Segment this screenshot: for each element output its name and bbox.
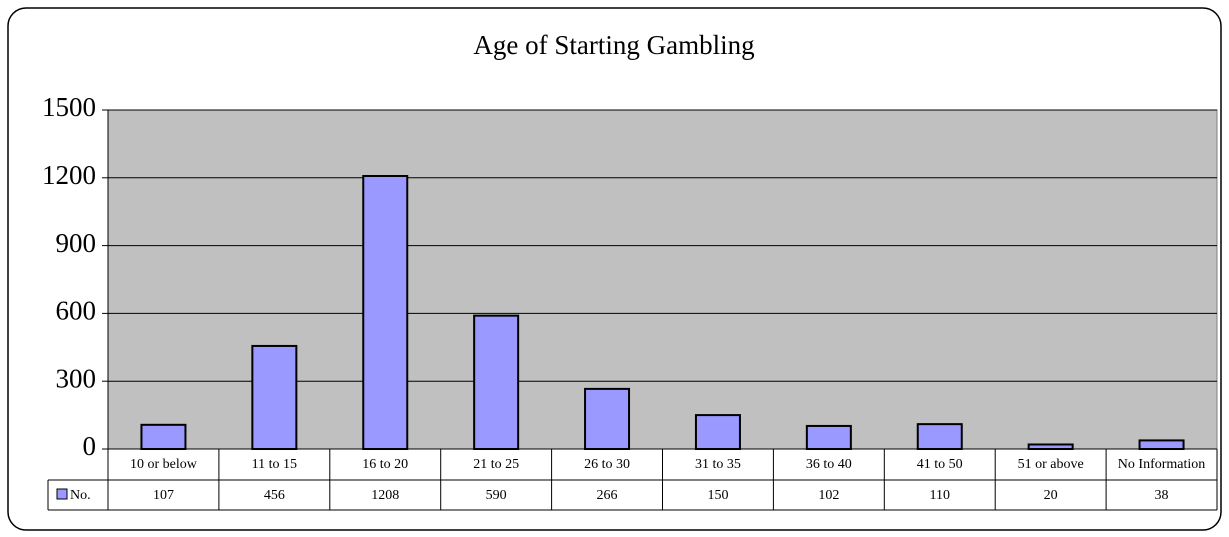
table-value: 266 — [597, 488, 618, 503]
bar — [473, 314, 520, 450]
bar — [805, 424, 852, 450]
table-value: 20 — [1044, 488, 1058, 503]
x-tick-label: 16 to 20 — [362, 457, 408, 472]
y-tick-label: 0 — [83, 431, 97, 461]
table-value: 456 — [264, 488, 285, 503]
chart-title: Age of Starting Gambling — [473, 30, 754, 60]
bar — [140, 423, 187, 450]
x-tick-label: No Information — [1118, 457, 1205, 472]
table-value: 590 — [486, 488, 507, 503]
bar — [584, 387, 631, 451]
bar — [362, 174, 409, 450]
table-value: 110 — [930, 488, 950, 503]
table-value: 102 — [818, 488, 839, 503]
table-value: 38 — [1155, 488, 1169, 503]
legend-label: No. — [70, 488, 91, 503]
table-value: 150 — [707, 488, 728, 503]
x-tick-label: 36 to 40 — [806, 457, 852, 472]
table-value: 1208 — [371, 488, 399, 503]
x-tick-label: 11 to 15 — [252, 457, 297, 472]
y-tick-label: 1500 — [42, 92, 96, 122]
y-tick-label: 900 — [56, 228, 97, 258]
x-tick-label: 51 or above — [1018, 457, 1084, 472]
x-tick-label: 41 to 50 — [917, 457, 963, 472]
x-tick-label: 31 to 35 — [695, 457, 741, 472]
legend-swatch — [56, 488, 68, 500]
bar — [1027, 443, 1074, 451]
x-tick-label: 26 to 30 — [584, 457, 630, 472]
y-tick-label: 300 — [56, 363, 97, 393]
x-tick-label: 21 to 25 — [473, 457, 519, 472]
bar — [1138, 439, 1185, 450]
table-value: 107 — [153, 488, 174, 503]
x-tick-label: 10 or below — [130, 457, 198, 472]
bar — [916, 423, 963, 451]
y-tick-label: 600 — [56, 296, 97, 326]
y-tick-label: 1200 — [42, 160, 96, 190]
bar — [251, 344, 298, 450]
bar — [694, 414, 741, 451]
